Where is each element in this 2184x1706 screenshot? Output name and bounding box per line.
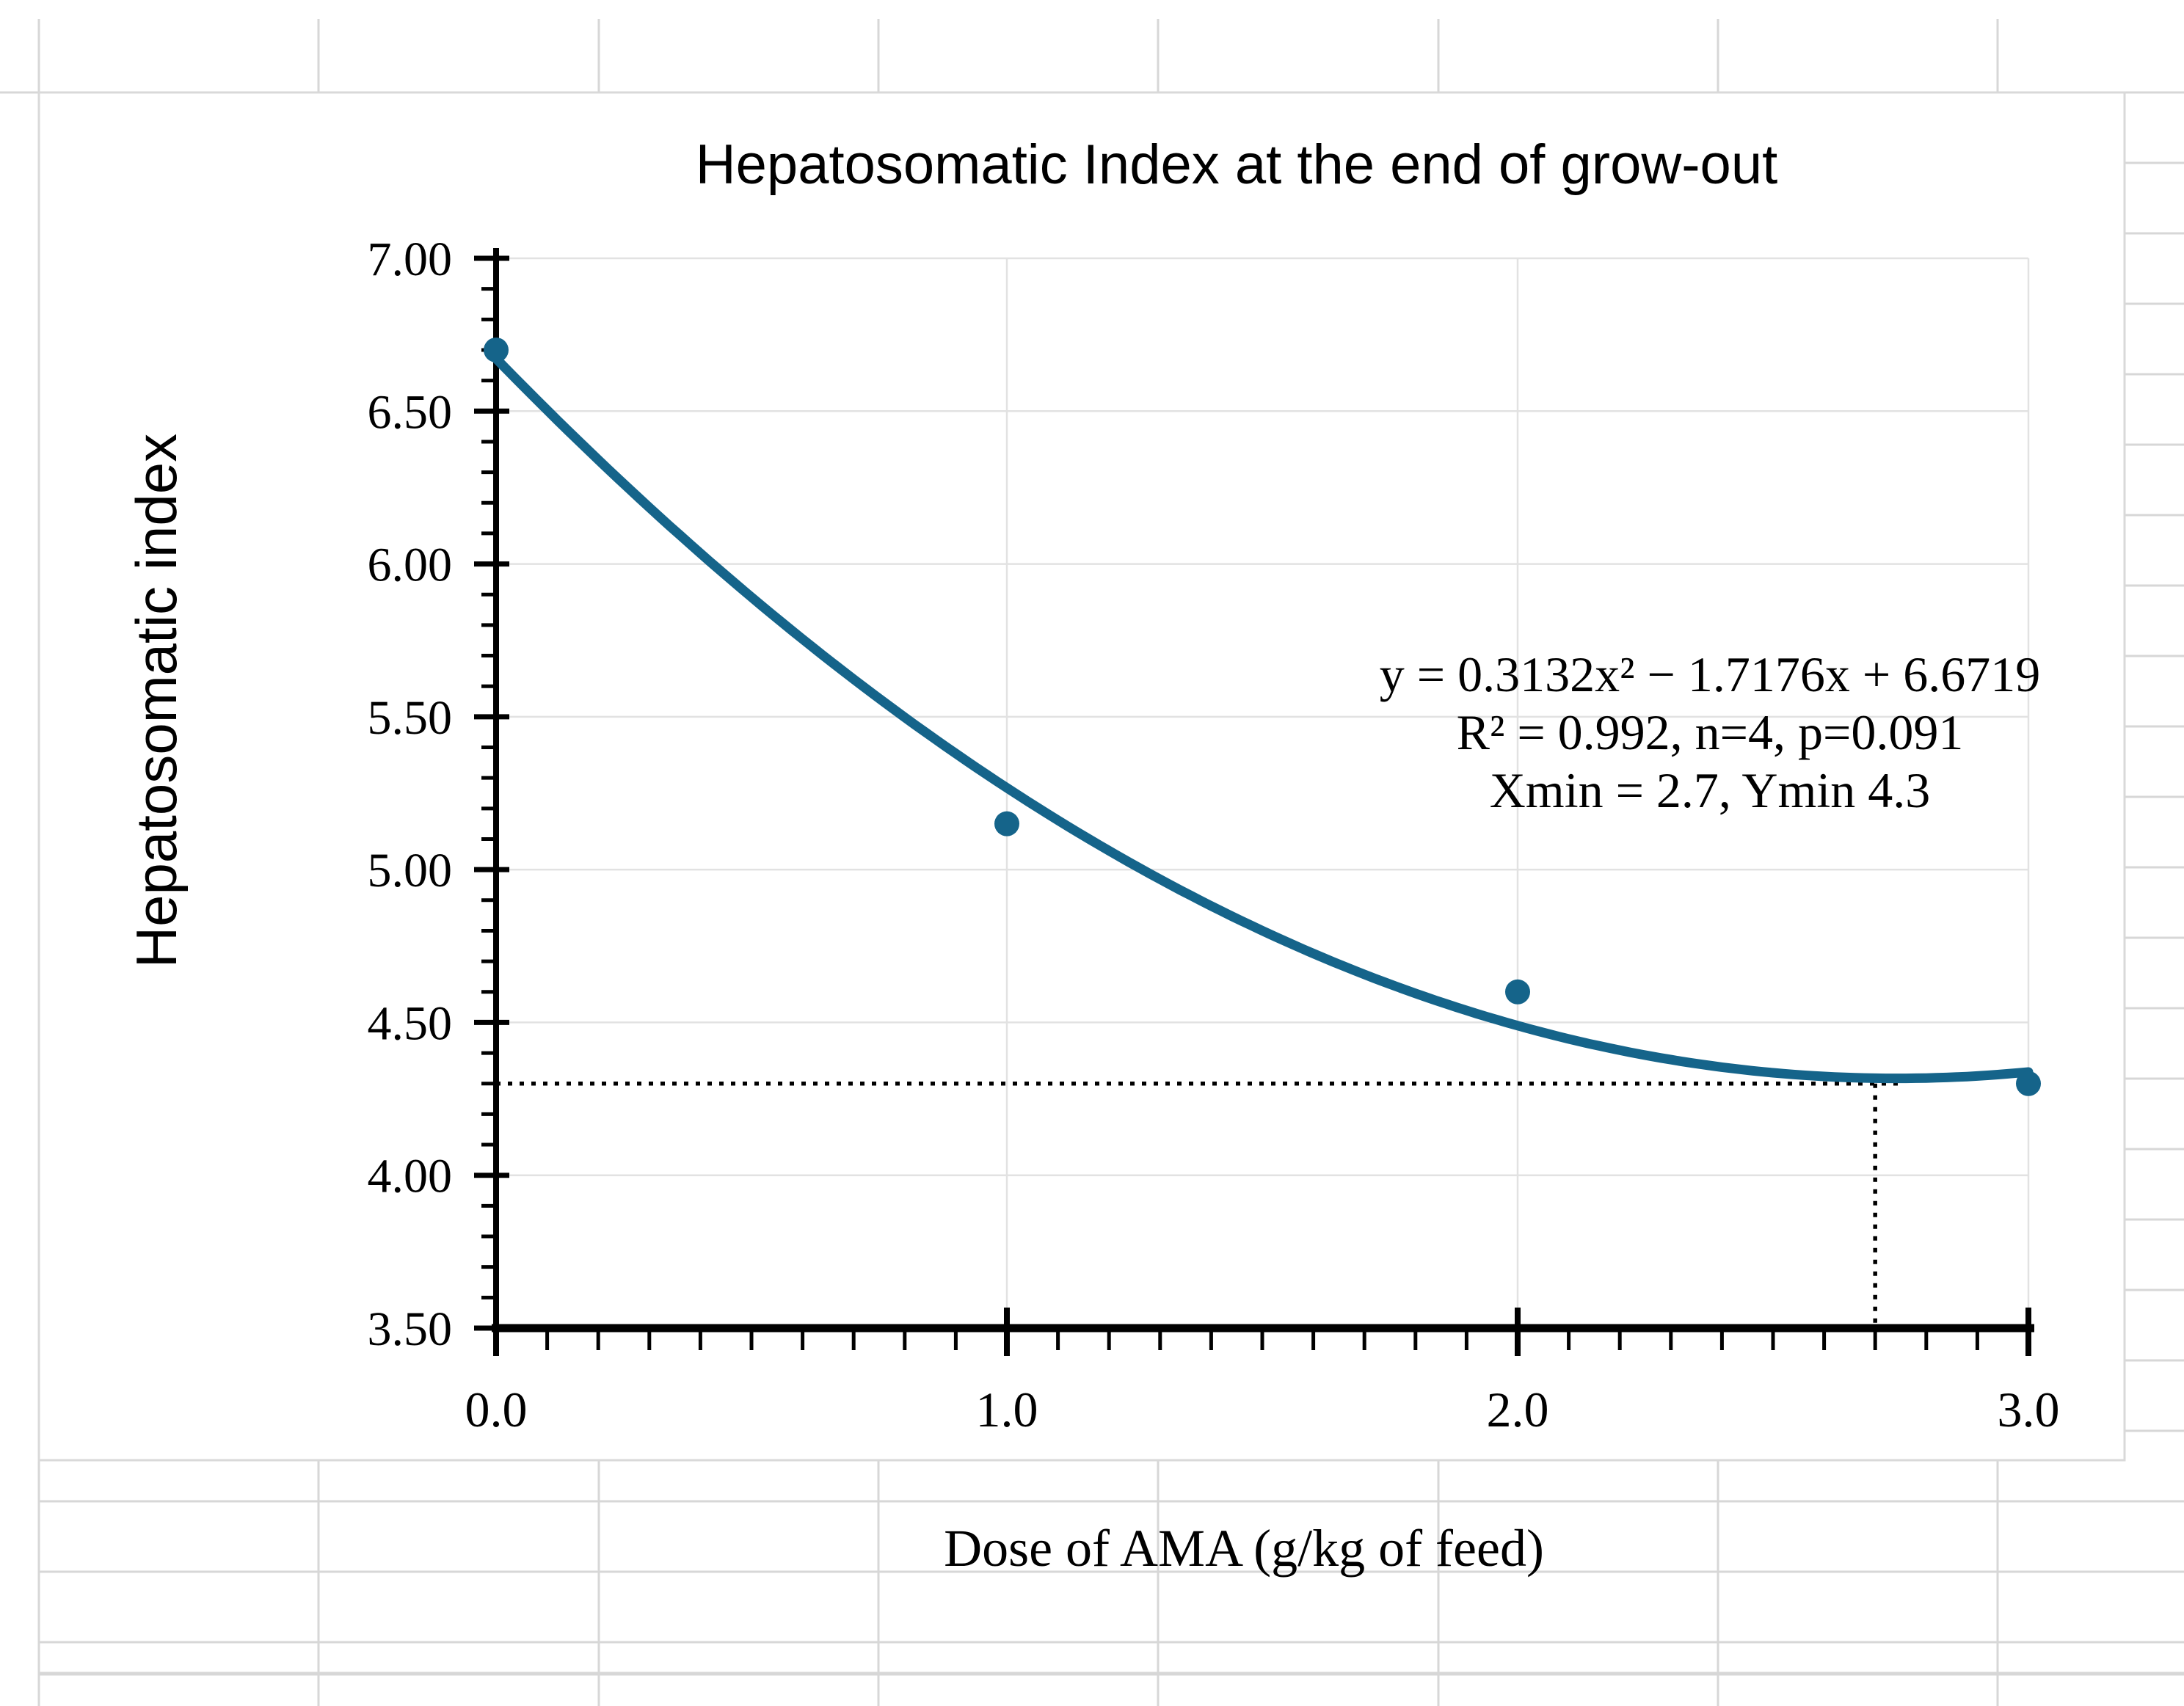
trendline-equation: y = 0.3132x² − 1.7176x + 6.6719 <box>1380 646 2040 702</box>
data-point-layer <box>484 337 2041 1096</box>
x-tick-label: 2.0 <box>1487 1382 1549 1437</box>
tick-labels: 3.50 4.00 4.50 5.00 5.50 6.00 6.50 7.00 0.0 1.0 2.… <box>368 233 2060 1437</box>
trendline-curve <box>491 354 2034 1084</box>
axes <box>474 248 2034 1356</box>
y-tick-label: 5.00 <box>368 844 453 897</box>
min-point-guide-lines <box>496 1081 1901 1328</box>
y-tick-label: 4.50 <box>368 996 453 1050</box>
data-point <box>994 811 1019 836</box>
chart-area[interactable] <box>37 91 2126 1462</box>
y-tick-label: 3.50 <box>368 1302 453 1356</box>
data-point <box>1505 979 1530 1005</box>
y-axis-title: Hepatosomatic index <box>124 434 189 968</box>
r-squared-stats: R² = 0.992, n=4, p=0.091 <box>1457 704 1964 760</box>
x-tick-label: 3.0 <box>1998 1382 2060 1437</box>
y-tick-label: 7.00 <box>368 233 453 286</box>
x-tick-label: 0.0 <box>465 1382 528 1437</box>
y-tick-label: 5.50 <box>368 691 453 745</box>
x-axis-title: Dose of AMA (g/kg of feed) <box>944 1519 1544 1578</box>
minimum-point-note: Xmin = 2.7, Ymin 4.3 <box>1490 762 1931 818</box>
y-tick-label: 6.00 <box>368 539 453 592</box>
data-point <box>484 337 509 362</box>
trendline-layer <box>491 354 2034 1084</box>
y-tick-label: 4.00 <box>368 1150 453 1203</box>
y-tick-label: 6.50 <box>368 385 453 439</box>
chart-title: Hepatosomatic Index at the end of grow-o… <box>696 134 1777 196</box>
data-point <box>2016 1071 2041 1096</box>
plot-gridlines <box>496 257 2030 1328</box>
x-tick-label: 1.0 <box>976 1382 1038 1437</box>
